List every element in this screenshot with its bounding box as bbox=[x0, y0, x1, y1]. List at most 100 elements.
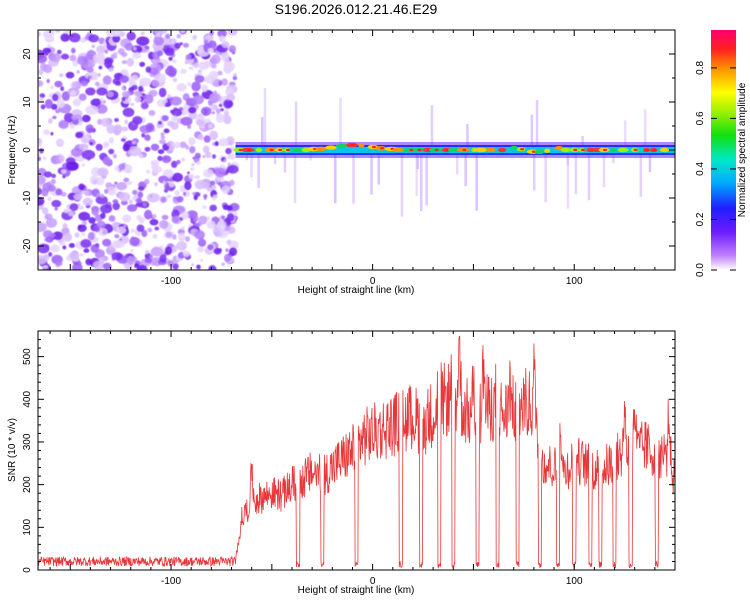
spectrogram-peak-blob bbox=[544, 148, 551, 153]
spectrogram-peak-blob bbox=[617, 147, 629, 153]
spectrogram-noise-blob bbox=[112, 153, 117, 159]
spectrogram-noise-blob bbox=[149, 219, 159, 226]
spectrogram-noise-blob bbox=[144, 134, 151, 141]
spectrogram-noise-blob bbox=[126, 57, 135, 67]
spectrogram-noise-blob bbox=[74, 232, 80, 238]
spectrogram-noise-blob bbox=[224, 108, 229, 112]
spectrogram-noise-blob bbox=[136, 198, 143, 204]
spectrogram-noise-blob bbox=[84, 132, 91, 140]
spectrogram-noise-blob bbox=[100, 194, 105, 198]
spectrogram-noise-blob bbox=[51, 179, 56, 184]
spectrogram-noise-blob bbox=[85, 105, 99, 115]
spectrogram-noise-blob bbox=[156, 50, 164, 57]
spectrogram-noise-blob bbox=[188, 66, 194, 70]
spectrogram-noise-blob bbox=[51, 173, 56, 179]
spectrogram-ylabel: Frequency (Hz) bbox=[7, 116, 18, 185]
spectrogram-noise-blob bbox=[152, 233, 158, 239]
spectrogram-streak bbox=[466, 124, 469, 150]
spectrogram-noise-blob bbox=[167, 69, 177, 78]
spectrogram-streak bbox=[533, 150, 536, 191]
spectrogram-noise-blob bbox=[87, 232, 95, 241]
snr-panel: -100 0 100 0 100 200 300 400 500 Height of stra… bbox=[7, 330, 676, 596]
colorbar-tick-label: 0.2 bbox=[695, 212, 706, 226]
spectrogram-peak-blob bbox=[610, 147, 617, 153]
spectrogram-noise-blob bbox=[43, 171, 53, 178]
spectrogram-noise-blob bbox=[167, 120, 175, 127]
spectrogram-noise-blob bbox=[191, 263, 195, 267]
spectrogram-noise-blob bbox=[217, 30, 227, 38]
spectrogram-noise-blob bbox=[191, 81, 201, 92]
spectrogram-noise-blob bbox=[49, 53, 62, 62]
spectrogram-noise-blob bbox=[45, 236, 54, 243]
spectrogram-noise-blob bbox=[44, 50, 49, 56]
spectrogram-streak bbox=[339, 98, 342, 150]
spectrogram-noise-blob bbox=[159, 254, 167, 263]
spectrogram-noise-blob bbox=[83, 248, 90, 253]
spectrogram-noise-blob bbox=[140, 101, 149, 110]
spectrogram-noise-blob bbox=[197, 246, 204, 253]
spectrogram-noise-blob bbox=[58, 155, 65, 163]
spectrogram-noise-blob bbox=[69, 90, 77, 97]
spectrogram-streak bbox=[574, 150, 578, 195]
spectrogram-noise-blob bbox=[155, 73, 167, 83]
spectrogram-noise-blob bbox=[192, 94, 204, 105]
spectrogram-noise-blob bbox=[47, 185, 56, 192]
spectrogram-noise-blob bbox=[157, 120, 163, 125]
spectrogram-noise-blob bbox=[42, 207, 49, 215]
spectrogram-noise-blob bbox=[185, 54, 192, 61]
spectrogram-noise-blob bbox=[214, 229, 221, 237]
spectrogram-noise-blob bbox=[81, 232, 86, 236]
spectrogram-noise-blob bbox=[126, 180, 133, 186]
spectrogram-noise-blob bbox=[52, 231, 64, 240]
spectrogram-noise-blob bbox=[113, 51, 118, 56]
spectrogram-noise-blob bbox=[131, 196, 136, 200]
spectrogram-noise-blob bbox=[119, 192, 131, 202]
spectrogram-noise-blob bbox=[138, 216, 145, 224]
spectrogram-noise-blob bbox=[108, 215, 116, 222]
spectrogram-noise-blob bbox=[148, 110, 156, 116]
spectrogram-noise-blob bbox=[145, 122, 155, 133]
spectrogram-noise-blob bbox=[96, 193, 101, 197]
spectrogram-noise-blob bbox=[52, 93, 59, 102]
spectrogram-noise-blob bbox=[72, 98, 82, 107]
spectrogram-noise-blob bbox=[112, 34, 121, 43]
spectrogram-streak bbox=[602, 150, 606, 188]
snr-y-tick-label: 300 bbox=[22, 433, 33, 450]
spectrogram-noise-blob bbox=[62, 175, 66, 179]
spectrogram-noise-blob bbox=[207, 47, 215, 54]
spectrogram-peak-core bbox=[434, 148, 439, 152]
spectrogram-noise-blob bbox=[171, 160, 178, 168]
spectrogram-noise-blob bbox=[55, 188, 63, 196]
colorbar-ticks: 0.0 0.2 0.4 0.6 0.8 bbox=[695, 61, 736, 277]
spectrogram-noise-blob bbox=[172, 234, 177, 240]
colorbar: 0.0 0.2 0.4 0.6 0.8 Normalized spectral ampl… bbox=[695, 30, 748, 277]
spectrogram-noise-blob bbox=[38, 32, 41, 37]
spectrogram-noise-blob bbox=[90, 244, 100, 253]
spectrogram-noise-blob bbox=[196, 161, 201, 165]
spectrogram-streak bbox=[257, 150, 260, 188]
spectrogram-y-tick-label: 0 bbox=[22, 147, 33, 153]
spectrogram-noise-blob bbox=[132, 116, 143, 125]
spectrogram-noise-blob bbox=[102, 262, 112, 270]
spectrogram-noise-blob bbox=[107, 91, 114, 98]
spectrogram-noise-blob bbox=[227, 162, 231, 167]
spectrogram-streak bbox=[283, 150, 287, 173]
spectrogram-noise-blob bbox=[55, 30, 61, 33]
spectrogram-noise-blob bbox=[61, 169, 67, 174]
spectrogram-noise-blob bbox=[38, 175, 46, 185]
spectrogram-noise-blob bbox=[179, 141, 187, 149]
spectrogram-noise-blob bbox=[60, 53, 70, 60]
spectrogram-noise-blob bbox=[85, 124, 94, 134]
spectrogram-noise-blob bbox=[100, 212, 106, 219]
spectrogram-streak bbox=[623, 120, 627, 150]
spectrogram-noise-blob bbox=[38, 153, 41, 157]
spectrogram-noise-blob bbox=[47, 196, 52, 201]
spectrogram-y-axis: 20 10 0 -10 -20 bbox=[22, 29, 675, 271]
spectrogram-noise-blob bbox=[38, 255, 47, 265]
spectrogram-noise-blob bbox=[78, 205, 85, 210]
colorbar-gradient bbox=[711, 30, 736, 270]
spectrogram-noise-blob bbox=[180, 226, 185, 230]
spectrogram-noise-blob bbox=[196, 264, 201, 270]
spectrogram-noise-blob bbox=[203, 60, 212, 68]
